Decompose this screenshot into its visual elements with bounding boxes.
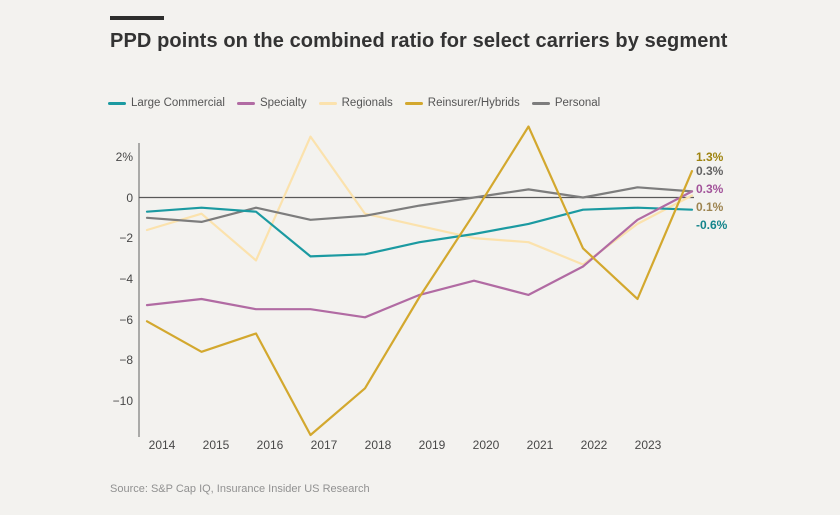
legend-label: Regionals	[341, 97, 393, 109]
x-axis-tick: 2014	[148, 438, 176, 452]
x-axis-tick: 2022	[580, 438, 608, 452]
end-label-reinsurer-hybrids: 1.3%	[696, 150, 724, 164]
source-line: Source: S&P Cap IQ, Insurance Insider US…	[110, 483, 370, 495]
line-swatch-icon	[236, 101, 255, 105]
series-line-specialty	[145, 190, 694, 319]
end-label-specialty: 0.3%	[696, 182, 724, 196]
legend-label: Specialty	[259, 97, 307, 109]
y-axis-tick: −8	[119, 353, 133, 367]
y-axis-tick: 0	[126, 190, 133, 205]
y-axis-tick: −2	[119, 231, 133, 245]
legend-item-specialty: Specialty	[236, 97, 307, 109]
legend: Large Commercial Specialty Regionals Rei…	[108, 97, 600, 109]
end-label-personal: 0.3%	[696, 164, 724, 178]
x-axis-tick: 2023	[634, 438, 662, 452]
legend-item-regionals: Regionals	[318, 97, 393, 109]
x-axis-tick: 2020	[472, 438, 500, 452]
legend-label: Reinsurer/Hybrids	[427, 97, 520, 109]
series-group	[145, 125, 694, 437]
legend-item-reinsurer-hybrids: Reinsurer/Hybrids	[404, 97, 520, 109]
x-axis-tick: 2017	[310, 438, 338, 452]
x-axis-tick: 2019	[418, 438, 446, 452]
line-swatch-icon	[318, 101, 337, 105]
line-swatch-icon	[404, 101, 423, 105]
brand-bar	[110, 16, 164, 20]
legend-item-personal: Personal	[531, 97, 601, 109]
line-swatch-icon	[108, 101, 126, 105]
end-label-regionals: 0.1%	[696, 200, 724, 214]
series-line-reinsurer-hybrids	[145, 125, 694, 437]
series-line-regionals	[145, 135, 694, 266]
legend-label: Large Commercial	[131, 97, 225, 109]
page-title: PPD points on the combined ratio for sel…	[110, 30, 728, 52]
x-axis-tick: 2015	[202, 438, 230, 452]
y-axis-tick: −10	[112, 393, 133, 408]
line-chart	[138, 125, 694, 437]
line-swatch-icon	[531, 101, 550, 105]
y-axis-tick: −4	[119, 271, 133, 286]
x-axis-tick: 2016	[256, 438, 284, 452]
legend-item-large-commercial: Large Commercial	[108, 97, 225, 109]
y-axis-tick: −6	[119, 312, 133, 327]
x-axis-tick: 2018	[364, 438, 392, 452]
series-line-personal	[145, 186, 694, 224]
y-axis-tick: 2%	[115, 150, 133, 164]
end-label-large-commercial: -0.6%	[696, 218, 728, 232]
series-line-large-commercial	[145, 206, 694, 258]
x-axis-tick: 2021	[526, 438, 554, 452]
legend-label: Personal	[554, 97, 601, 109]
